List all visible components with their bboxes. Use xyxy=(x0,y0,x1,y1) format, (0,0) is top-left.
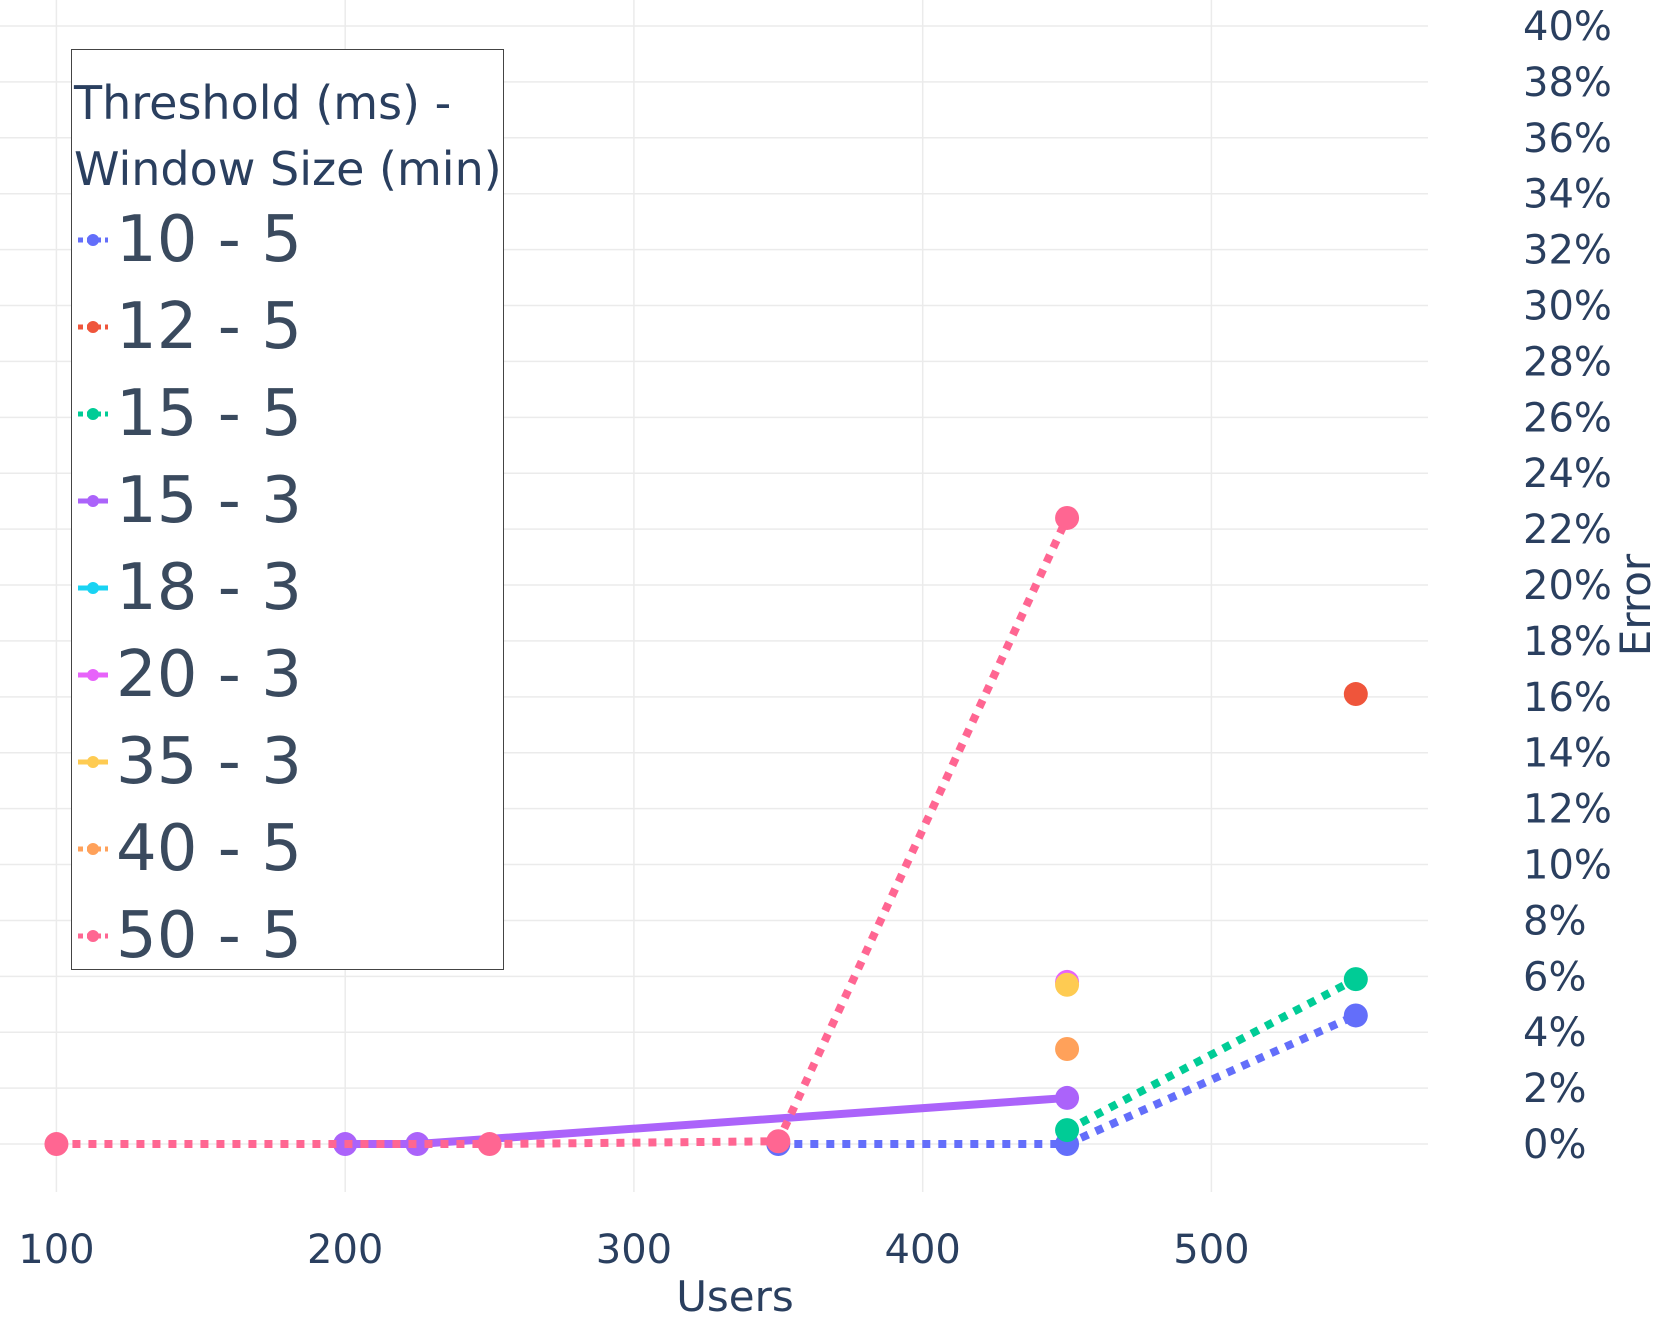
legend-title: Threshold (ms) - Window Size (min) xyxy=(74,76,502,196)
x-tick-label: 300 xyxy=(596,1227,672,1273)
y-axis-title: Error xyxy=(1611,553,1660,656)
series-line xyxy=(56,516,1071,1149)
data-point xyxy=(1055,1037,1080,1062)
legend-item[interactable]: 15 - 5 xyxy=(76,374,496,454)
legend-item[interactable]: 10 - 5 xyxy=(76,200,496,280)
legend-swatch xyxy=(78,321,108,333)
y-tick-label: 6% xyxy=(1523,954,1586,1000)
legend-label: 20 - 3 xyxy=(116,638,302,712)
series-50-5 xyxy=(44,505,1080,1157)
legend-swatch xyxy=(78,234,108,246)
legend-item[interactable]: 12 - 5 xyxy=(76,287,496,367)
y-tick-label: 0% xyxy=(1523,1122,1586,1168)
legend-label: 12 - 5 xyxy=(116,290,302,364)
legend-item[interactable]: 35 - 3 xyxy=(76,722,496,802)
x-tick-label: 400 xyxy=(885,1227,961,1273)
data-point xyxy=(1055,972,1080,997)
legend-item[interactable]: 15 - 3 xyxy=(76,461,496,541)
data-point xyxy=(1343,682,1368,707)
legend-label: 15 - 5 xyxy=(116,377,302,451)
data-point xyxy=(405,1132,430,1157)
y-tick-label: 20% xyxy=(1523,563,1612,609)
data-point xyxy=(1055,505,1080,530)
legend-swatch xyxy=(78,582,108,594)
data-point xyxy=(44,1132,69,1157)
legend-label: 35 - 3 xyxy=(116,725,302,799)
legend-swatch xyxy=(78,495,108,507)
legend-label: 40 - 5 xyxy=(116,812,302,886)
y-tick-label: 34% xyxy=(1523,172,1612,218)
legend-label: 50 - 5 xyxy=(116,899,302,973)
y-tick-label: 38% xyxy=(1523,60,1612,106)
y-tick-label: 40% xyxy=(1523,4,1612,50)
series-layer xyxy=(44,505,1368,1157)
y-tick-label: 28% xyxy=(1523,339,1612,385)
data-point xyxy=(477,1132,502,1157)
legend-swatch xyxy=(78,669,108,681)
y-axis-ticks: 0% 2% 4% 6% 8% 10% 12% 14% 16% 18% 20% 22% 24% 26% 28%… xyxy=(1523,4,1612,1168)
data-point xyxy=(1055,1085,1080,1110)
y-tick-label: 12% xyxy=(1523,787,1612,833)
legend-label: 10 - 5 xyxy=(116,203,302,277)
series-line xyxy=(1065,975,1358,1134)
legend-swatch xyxy=(78,930,108,942)
y-tick-label: 22% xyxy=(1523,507,1612,553)
data-point xyxy=(766,1129,791,1154)
series-35-3 xyxy=(1055,972,1080,997)
y-tick-label: 14% xyxy=(1523,731,1612,777)
x-tick-label: 500 xyxy=(1173,1227,1249,1273)
x-axis-ticks: 100 200 300 400 500 xyxy=(18,1227,1249,1273)
y-tick-label: 2% xyxy=(1523,1066,1586,1112)
legend-item[interactable]: 20 - 3 xyxy=(76,635,496,715)
legend-item[interactable]: 50 - 5 xyxy=(76,896,496,976)
data-point xyxy=(1343,1003,1368,1028)
legend-item[interactable]: 18 - 3 xyxy=(76,548,496,628)
y-tick-label: 36% xyxy=(1523,116,1612,162)
y-tick-label: 24% xyxy=(1523,451,1612,497)
data-point xyxy=(1343,967,1368,992)
series-line xyxy=(345,1093,1068,1149)
y-tick-label: 10% xyxy=(1523,843,1612,889)
y-tick-label: 4% xyxy=(1523,1010,1586,1056)
series-40-5 xyxy=(1055,1037,1080,1062)
legend-item[interactable]: 40 - 5 xyxy=(76,809,496,889)
x-tick-label: 100 xyxy=(18,1227,94,1273)
legend-label: 18 - 3 xyxy=(116,551,302,625)
legend-swatch xyxy=(78,756,108,768)
y-tick-label: 16% xyxy=(1523,675,1612,721)
x-tick-label: 200 xyxy=(307,1227,383,1273)
legend-swatch xyxy=(78,408,108,420)
y-tick-label: 8% xyxy=(1523,898,1586,944)
y-tick-label: 18% xyxy=(1523,619,1612,665)
data-point xyxy=(1055,1118,1080,1143)
y-tick-label: 26% xyxy=(1523,395,1612,441)
y-tick-label: 32% xyxy=(1523,228,1612,274)
y-tick-label: 30% xyxy=(1523,284,1612,330)
legend-swatch xyxy=(78,843,108,855)
legend: Threshold (ms) - Window Size (min) 10 - … xyxy=(71,49,504,973)
series-15-5 xyxy=(1055,967,1368,1143)
x-axis-title: Users xyxy=(676,1272,794,1321)
legend-label: 15 - 3 xyxy=(116,464,302,538)
series-12-5 xyxy=(1343,682,1368,707)
